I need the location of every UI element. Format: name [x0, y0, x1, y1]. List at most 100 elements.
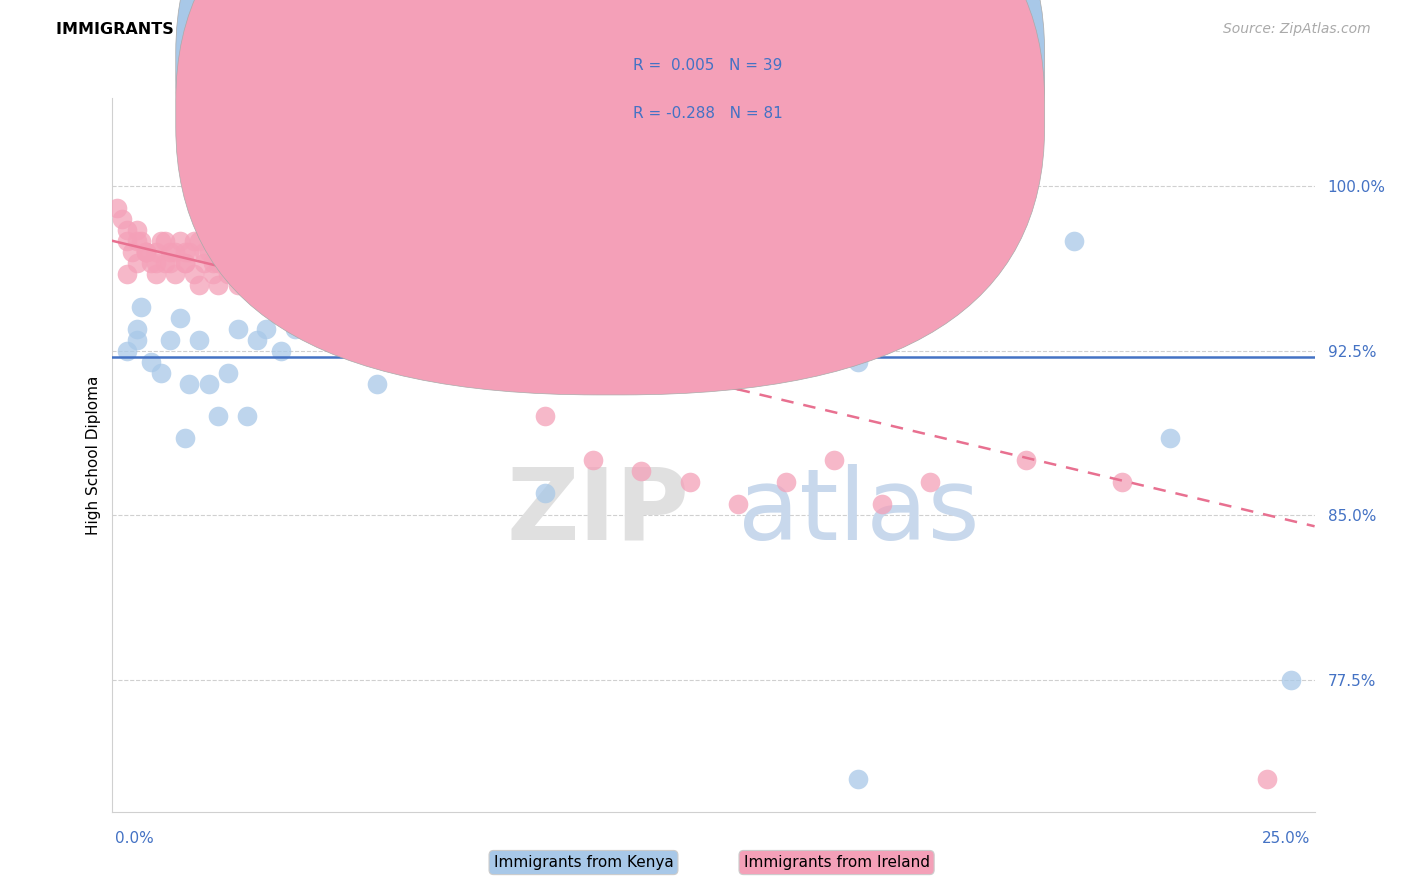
Point	[131, 300, 153, 314]
Point	[188, 333, 211, 347]
Point	[318, 321, 340, 335]
Point	[582, 343, 605, 358]
Point	[461, 300, 484, 314]
Point	[188, 277, 211, 292]
Point	[139, 256, 162, 270]
Point	[332, 244, 354, 259]
Point	[207, 277, 229, 292]
Point	[163, 267, 186, 281]
Point	[197, 244, 219, 259]
Point	[534, 486, 557, 500]
Point	[155, 256, 177, 270]
Point	[125, 333, 148, 347]
Point	[254, 277, 277, 292]
Point	[389, 321, 412, 335]
Point	[918, 475, 941, 490]
Point	[389, 321, 412, 335]
Point	[159, 244, 181, 259]
Point	[322, 321, 344, 335]
Point	[115, 234, 138, 248]
Point	[294, 289, 316, 303]
Point	[139, 354, 162, 368]
Point	[135, 244, 157, 259]
Text: R =  0.005   N = 39: R = 0.005 N = 39	[633, 58, 782, 73]
Point	[678, 475, 700, 490]
Point	[179, 376, 201, 391]
Text: atlas: atlas	[738, 464, 979, 560]
Point	[207, 409, 229, 424]
Point	[322, 277, 344, 292]
Point	[226, 321, 249, 335]
Point	[274, 267, 297, 281]
Point	[202, 267, 225, 281]
Point	[159, 333, 181, 347]
Point	[1159, 432, 1181, 446]
Point	[342, 256, 364, 270]
Point	[212, 256, 235, 270]
Point	[246, 333, 269, 347]
Point	[366, 376, 388, 391]
Point	[222, 234, 245, 248]
Point	[105, 201, 128, 215]
Point	[284, 321, 307, 335]
Point	[461, 333, 484, 347]
Point	[284, 277, 307, 292]
Point	[510, 321, 533, 335]
Point	[967, 234, 990, 248]
Point	[179, 244, 201, 259]
Point	[115, 343, 138, 358]
Point	[155, 234, 177, 248]
Point	[1256, 772, 1278, 786]
Point	[304, 277, 326, 292]
Point	[264, 256, 287, 270]
Point	[197, 376, 219, 391]
Point	[846, 354, 869, 368]
Text: 0.0%: 0.0%	[115, 831, 155, 846]
Point	[149, 234, 172, 248]
Text: IMMIGRANTS FROM KENYA VS IMMIGRANTS FROM IRELAND HIGH SCHOOL DIPLOMA CORRELATION: IMMIGRANTS FROM KENYA VS IMMIGRANTS FROM…	[56, 22, 1010, 37]
Point	[270, 277, 292, 292]
Point	[846, 772, 869, 786]
Point	[240, 256, 263, 270]
Point	[231, 267, 253, 281]
Point	[193, 256, 215, 270]
Point	[413, 321, 436, 335]
Point	[202, 256, 225, 270]
Point	[294, 256, 316, 270]
Point	[413, 321, 436, 335]
Point	[246, 267, 269, 281]
Point	[236, 409, 259, 424]
Point	[437, 310, 460, 325]
Point	[246, 234, 269, 248]
Point	[111, 211, 134, 226]
Text: Source: ZipAtlas.com: Source: ZipAtlas.com	[1223, 22, 1371, 37]
Point	[678, 267, 700, 281]
Point	[159, 256, 181, 270]
Point	[217, 267, 239, 281]
Point	[188, 234, 211, 248]
Point	[115, 267, 138, 281]
Point	[183, 234, 205, 248]
Text: Immigrants from Kenya: Immigrants from Kenya	[494, 855, 673, 870]
Y-axis label: High School Diploma: High School Diploma	[86, 376, 101, 534]
Point	[1111, 475, 1133, 490]
Point	[294, 310, 316, 325]
Point	[173, 432, 195, 446]
Point	[125, 223, 148, 237]
Point	[534, 409, 557, 424]
Point	[236, 277, 259, 292]
Point	[125, 256, 148, 270]
Point	[173, 244, 195, 259]
Point	[193, 244, 215, 259]
Point	[1015, 453, 1038, 467]
Point	[1063, 234, 1085, 248]
Point	[270, 343, 292, 358]
Point	[163, 244, 186, 259]
Point	[135, 244, 157, 259]
Point	[173, 256, 195, 270]
Point	[352, 300, 374, 314]
Point	[115, 223, 138, 237]
Point	[486, 321, 509, 335]
Point	[145, 244, 167, 259]
Point	[183, 267, 205, 281]
